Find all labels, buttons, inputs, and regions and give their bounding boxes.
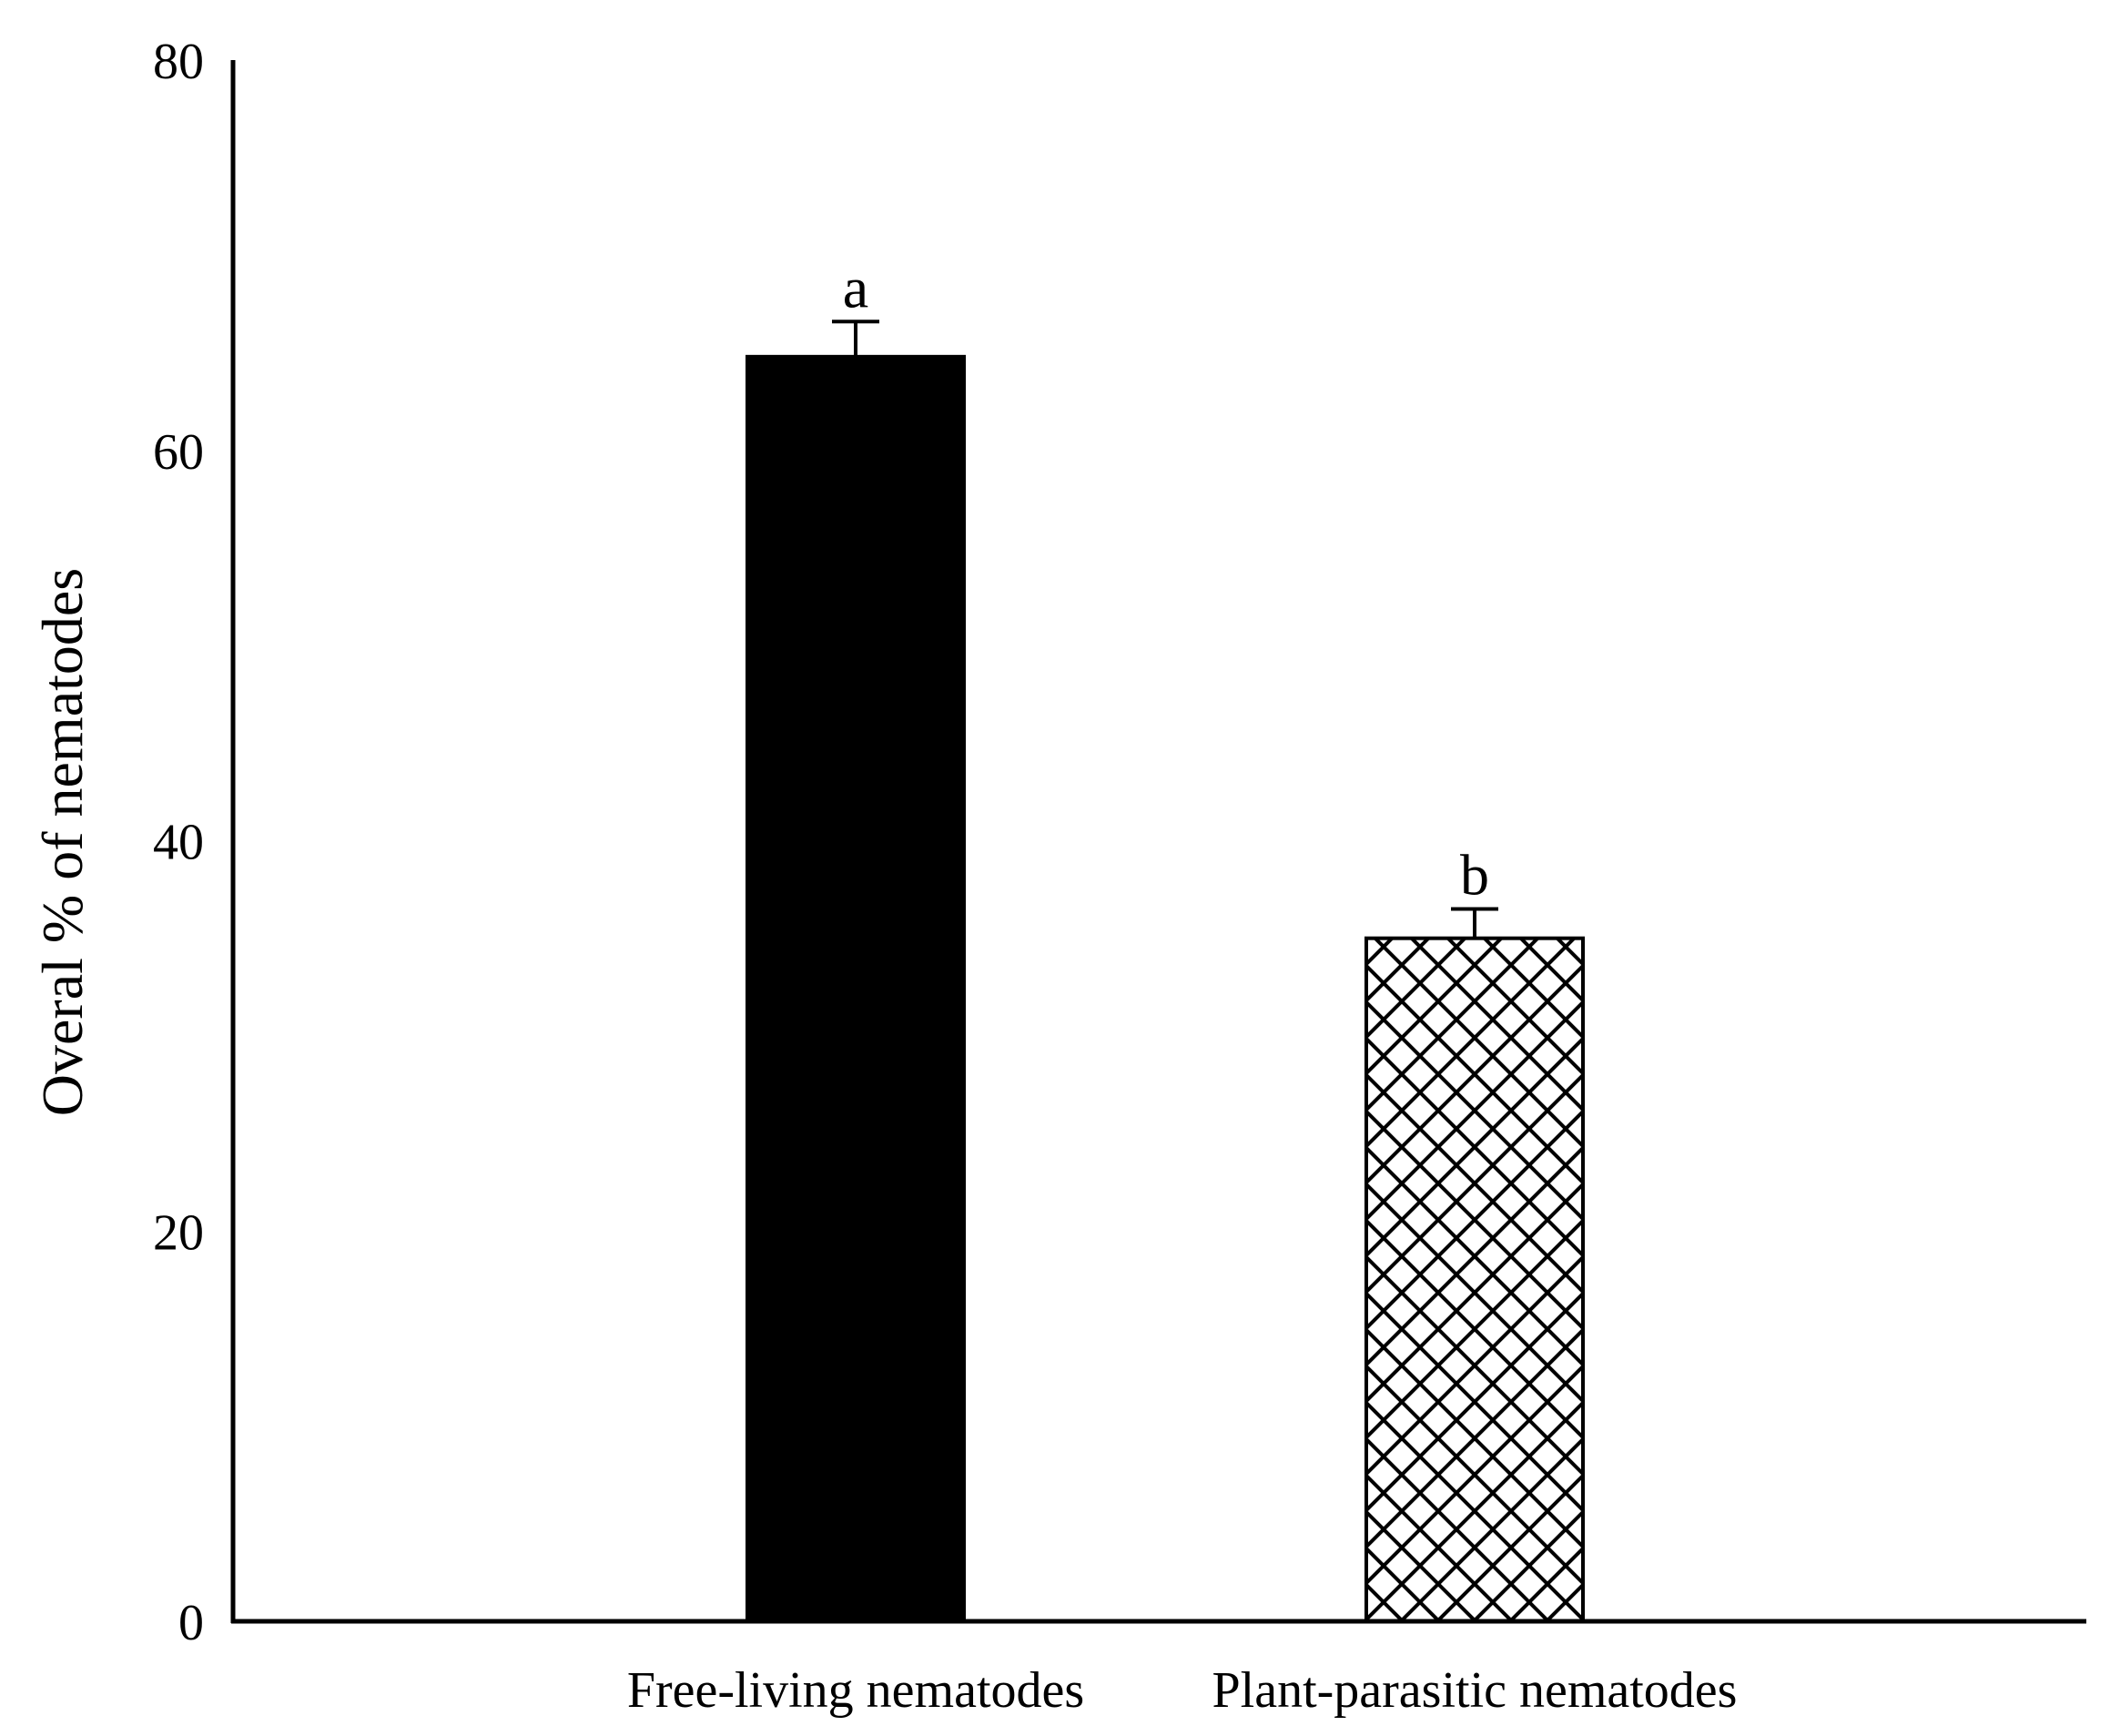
y-tick-label: 40 — [153, 815, 204, 871]
x-category-label: Plant-parasitic nematodes — [1212, 1662, 1738, 1719]
error-bars — [832, 320, 1498, 939]
category-labels: Free-living nematodes Plant-parasitic nem… — [627, 1662, 1738, 1719]
y-tick-label: 80 — [153, 34, 204, 90]
y-tick-label: 60 — [153, 424, 204, 481]
x-category-label: Free-living nematodes — [627, 1662, 1084, 1719]
significance-letter: a — [843, 255, 868, 320]
y-tick-labels: 0 20 40 60 80 — [153, 34, 204, 1651]
significance-letter: b — [1460, 843, 1489, 908]
bar-2 — [1364, 936, 1585, 1623]
significance-letters: ab — [843, 255, 1489, 907]
y-axis-title: Overal % of nematodes — [30, 568, 95, 1116]
bar-1 — [746, 354, 966, 1624]
y-tick-label: 0 — [178, 1595, 204, 1651]
bars — [746, 354, 1585, 1624]
y-tick-label: 20 — [153, 1204, 204, 1261]
y-axis-title-group: Overal % of nematodes — [30, 568, 95, 1116]
